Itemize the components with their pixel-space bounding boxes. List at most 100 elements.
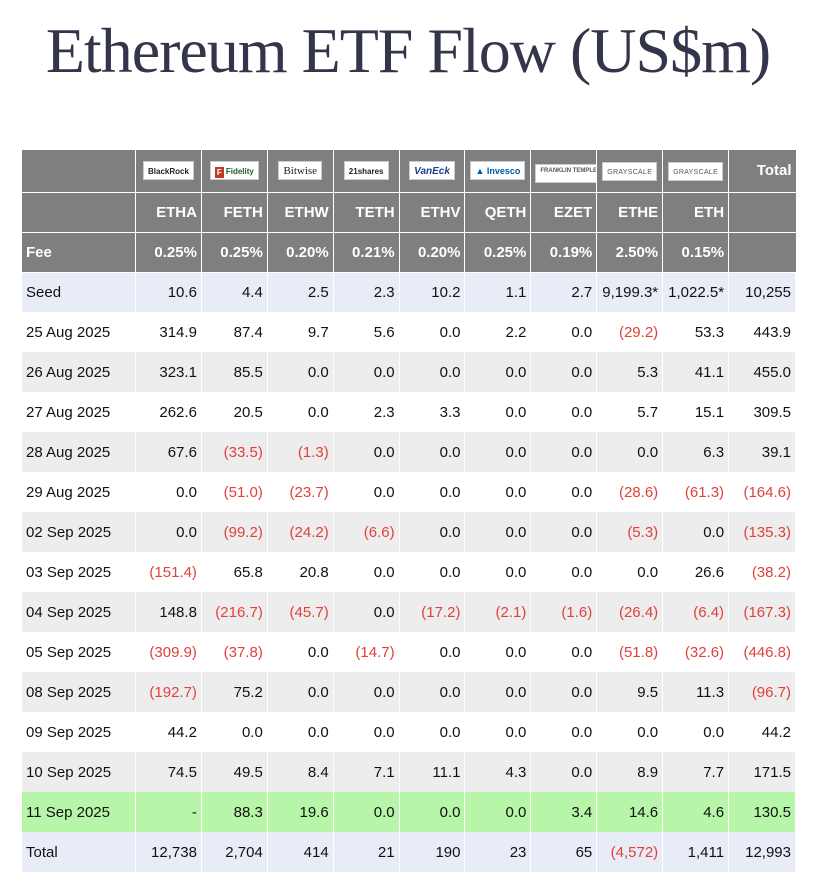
- flow-value-cell: 9.5: [596, 672, 664, 712]
- fee-cell: 0.25%: [201, 232, 268, 273]
- flow-value-cell: 0.0: [464, 672, 532, 712]
- flow-value-cell: 65.8: [201, 552, 268, 592]
- invesco-logo-text: Invesco: [486, 166, 521, 177]
- row-label: 28 Aug 2025: [22, 432, 137, 472]
- grayscale-logo: GRAYSCALE: [668, 161, 724, 181]
- flow-value-cell: 0.0: [662, 512, 730, 552]
- flow-value-cell: (6.4): [662, 592, 730, 632]
- flow-value-cell: (26.4): [596, 592, 664, 632]
- fidelity-mark-icon: F: [214, 167, 224, 179]
- flow-value-cell: 0.0: [464, 472, 532, 512]
- total-row: Total 12,738 2,704 414 21 190 23 65 (4,572) 1,411…: [22, 832, 796, 872]
- issuer-cell-vaneck: VanEck: [399, 150, 466, 193]
- table-row: 05 Sep 2025 (309.9) (37.8) 0.0 (14.7) 0.0 0.0 0…: [22, 632, 796, 672]
- flow-value-cell: (2.1): [464, 592, 532, 632]
- flow-value-cell: 0.0: [333, 352, 400, 392]
- header-blank-cell: [22, 192, 137, 233]
- flow-value-cell: 0.0: [530, 512, 598, 552]
- row-label: Seed: [22, 272, 137, 312]
- vaneck-logo: VanEck: [409, 161, 455, 181]
- table-row: 26 Aug 2025 323.1 85.5 0.0 0.0 0.0 0.0 0.0 5.3 41…: [22, 352, 796, 392]
- flow-value-cell: 3.4: [530, 792, 598, 832]
- flow-value-cell: 10.6: [135, 272, 202, 312]
- flow-value-cell: 7.1: [333, 752, 400, 792]
- row-label: 05 Sep 2025: [22, 632, 137, 672]
- flow-value-cell: 2,704: [201, 832, 268, 872]
- flow-value-cell: 5.3: [596, 352, 664, 392]
- issuer-cell-grayscale-ethe: GRAYSCALE: [596, 150, 664, 193]
- flow-value-cell: 0.0: [464, 712, 532, 752]
- table-row: 03 Sep 2025 (151.4) 65.8 20.8 0.0 0.0 0.0 0.0 0.…: [22, 552, 796, 592]
- ticker-cell: ETHW: [267, 192, 334, 233]
- fee-cell: 0.25%: [464, 232, 532, 273]
- table-row: 08 Sep 2025 (192.7) 75.2 0.0 0.0 0.0 0.0 0.0 9.5…: [22, 672, 796, 712]
- row-label: Total: [22, 832, 137, 872]
- flow-value-cell: 190: [399, 832, 466, 872]
- flow-value-cell: 11.1: [399, 752, 466, 792]
- flow-value-cell: 0.0: [399, 352, 466, 392]
- row-label: 02 Sep 2025: [22, 512, 137, 552]
- issuer-cell-invesco: ▲ Invesco: [464, 150, 532, 193]
- flow-value-cell: (14.7): [333, 632, 400, 672]
- row-label: 09 Sep 2025: [22, 712, 137, 752]
- flow-value-cell: 0.0: [399, 432, 466, 472]
- flow-value-cell: 262.6: [135, 392, 202, 432]
- flow-value-cell: 0.0: [596, 432, 664, 472]
- flow-value-cell: 9,199.3*: [596, 272, 664, 312]
- flow-value-cell: 0.0: [267, 712, 334, 752]
- flow-value-cell: (51.0): [201, 472, 268, 512]
- flow-value-cell: 148.8: [135, 592, 202, 632]
- flow-value-cell: 75.2: [201, 672, 268, 712]
- fee-label: Fee: [22, 232, 137, 273]
- flow-value-cell: 10.2: [399, 272, 466, 312]
- flow-value-cell: (23.7): [267, 472, 334, 512]
- flow-value-cell: 0.0: [399, 552, 466, 592]
- flow-value-cell: 8.4: [267, 752, 334, 792]
- flow-value-cell: 6.3: [662, 432, 730, 472]
- fee-cell: 0.20%: [399, 232, 466, 273]
- flow-value-cell: 1.1: [464, 272, 532, 312]
- flow-value-cell: 5.6: [333, 312, 400, 352]
- row-label: 25 Aug 2025: [22, 312, 137, 352]
- flow-value-cell: 0.0: [333, 712, 400, 752]
- invesco-logo: ▲ Invesco: [470, 161, 526, 181]
- flow-value-cell: 0.0: [267, 672, 334, 712]
- franklin-templeton-logo: FRANKLIN TEMPLETON: [535, 163, 596, 183]
- flow-value-cell: 2.7: [530, 272, 598, 312]
- issuer-cell-bitwise: Bitwise: [267, 150, 334, 193]
- header-blank-cell: [728, 192, 796, 233]
- seed-row: Seed 10.6 4.4 2.5 2.3 10.2 1.1 2.7 9,199.3* 1,022…: [22, 272, 796, 312]
- flow-value-cell: 0.0: [530, 432, 598, 472]
- fee-row: Fee 0.25% 0.25% 0.20% 0.21% 0.20% 0.25% …: [22, 232, 796, 273]
- flow-value-cell: (51.8): [596, 632, 664, 672]
- row-label: 04 Sep 2025: [22, 592, 137, 632]
- flow-value-cell: 15.1: [662, 392, 730, 432]
- flow-value-cell: (5.3): [596, 512, 664, 552]
- ticker-cell: EZET: [530, 192, 598, 233]
- flow-value-cell: 4.3: [464, 752, 532, 792]
- flow-value-cell: 0.0: [530, 672, 598, 712]
- flow-value-cell: (99.2): [201, 512, 268, 552]
- ticker-cell: ETHE: [596, 192, 664, 233]
- table-row: 25 Aug 2025 314.9 87.4 9.7 5.6 0.0 2.2 0.0 (29.2…: [22, 312, 796, 352]
- fee-cell: 2.50%: [596, 232, 664, 273]
- flow-value-cell: 3.3: [399, 392, 466, 432]
- flow-value-cell: 23: [464, 832, 532, 872]
- flow-value-cell: 49.5: [201, 752, 268, 792]
- flow-value-cell: 0.0: [596, 712, 664, 752]
- flow-value-cell: 0.0: [662, 712, 730, 752]
- flow-value-cell: 4.4: [201, 272, 268, 312]
- row-total-cell: 309.5: [728, 392, 796, 432]
- fee-cell: 0.25%: [135, 232, 202, 273]
- flow-value-cell: 11.3: [662, 672, 730, 712]
- row-total-cell: 39.1: [728, 432, 796, 472]
- total-column-header: Total: [728, 150, 796, 193]
- flow-value-cell: 67.6: [135, 432, 202, 472]
- flow-value-cell: -: [135, 792, 202, 832]
- ticker-cell: ETH: [662, 192, 730, 233]
- page-title: Ethereum ETF Flow (US$m): [45, 15, 771, 86]
- flow-value-cell: 0.0: [464, 552, 532, 592]
- flow-value-cell: (45.7): [267, 592, 334, 632]
- flow-value-cell: 20.8: [267, 552, 334, 592]
- flow-value-cell: 0.0: [135, 512, 202, 552]
